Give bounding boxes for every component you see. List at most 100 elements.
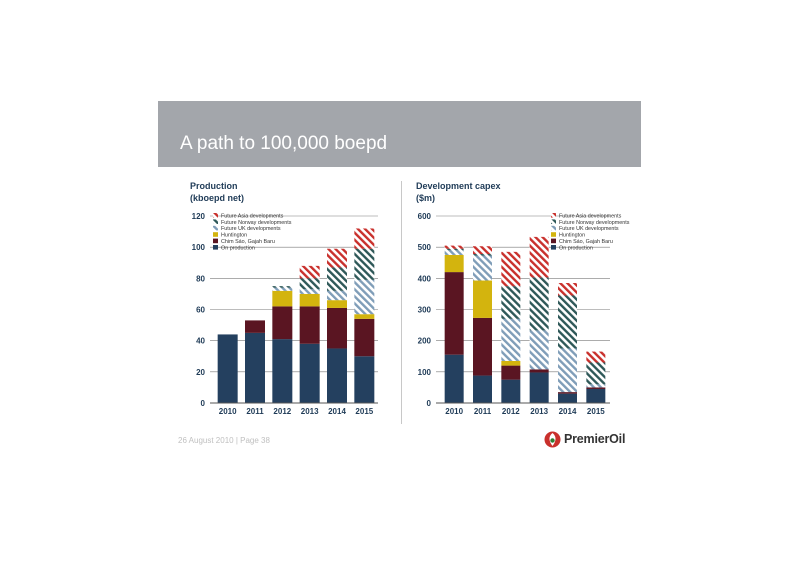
y-tick-label: 100 [418, 368, 432, 377]
x-tick-label: 2012 [502, 407, 520, 416]
y-tick-label: 80 [196, 274, 205, 283]
bar-segment-future-norway [354, 248, 375, 280]
bar-segment-future-norway [529, 277, 549, 331]
legend-label: On production [559, 245, 593, 251]
bar-segment-huntington [327, 300, 347, 308]
bar-segment-future-norway [299, 278, 320, 290]
chart-title: Development capex [416, 181, 501, 191]
y-tick-label: 40 [196, 337, 205, 346]
legend-swatch [551, 238, 556, 244]
bar-segment-on-production [558, 393, 577, 403]
bar-segment-on-production [217, 334, 238, 403]
y-tick-label: 20 [196, 368, 205, 377]
bar-segment-future-norway [327, 267, 347, 291]
footer-date-page: 26 August 2010 | Page 38 [178, 436, 270, 445]
production-chart: Production (kboepd net) 0 20 40 60 80 100 120 201… [190, 181, 378, 416]
y-tick-label: 0 [201, 399, 206, 408]
legend-label: Chim Sáo, Gajah Baru [221, 239, 275, 245]
x-tick-label: 2011 [246, 407, 264, 416]
bar-segment-huntington [501, 360, 521, 366]
legend-label: Future Asia developments [559, 213, 622, 219]
legend-swatch [213, 225, 218, 231]
bar-segment-on-production [354, 356, 375, 403]
legend-swatch [213, 245, 218, 250]
legend-swatch [213, 219, 218, 224]
legend-label: Future UK developments [559, 226, 619, 232]
bar-segment-huntington [272, 290, 293, 307]
bar-segment-future-asia [444, 245, 464, 249]
y-tick-label: 400 [418, 274, 432, 283]
x-tick-label: 2010 [445, 407, 463, 416]
chart-subtitle: ($m) [416, 193, 435, 203]
bar-segment-future-asia [558, 283, 577, 296]
bar-segment-chim-sao [299, 306, 320, 344]
x-tick-label: 2013 [530, 407, 548, 416]
x-tick-label: 2015 [587, 407, 605, 416]
slide-title: A path to 100,000 boepd [180, 133, 388, 154]
bar-segment-future-uk [586, 384, 606, 388]
bar-segment-chim-sao [245, 320, 265, 333]
legend-swatch [213, 238, 218, 244]
legend-label: Future Norway developments [559, 220, 630, 226]
bar-segment-future-uk [272, 287, 293, 291]
bar-segment-future-asia [354, 228, 375, 249]
bar-segment-future-norway [272, 286, 293, 288]
bar-segment-on-production [473, 375, 492, 403]
bar-segment-future-asia [327, 248, 347, 268]
bar-segment-huntington [444, 254, 464, 273]
bar-segment-chim-sao [473, 317, 492, 376]
legend-swatch [551, 225, 556, 231]
bar-segment-future-asia [501, 251, 521, 287]
bar-segment-on-production [299, 343, 320, 403]
bar-segment-chim-sao [272, 306, 293, 340]
y-tick-label: 200 [418, 337, 432, 346]
x-tick-label: 2014 [328, 407, 346, 416]
bar-segment-future-norway [586, 362, 606, 385]
y-tick-label: 120 [192, 212, 206, 221]
legend-swatch [551, 232, 556, 237]
x-tick-label: 2013 [301, 407, 319, 416]
legend-label: Future Norway developments [221, 220, 292, 226]
bar-segment-future-asia [299, 265, 320, 279]
bar-segment-on-production [501, 379, 521, 403]
legend-swatch [551, 245, 556, 250]
bar-segment-future-uk [473, 255, 492, 281]
bar-segment-chim-sao [558, 392, 577, 394]
x-tick-label: 2015 [355, 407, 373, 416]
bar-segment-chim-sao [529, 369, 549, 373]
bar-segment-future-uk [558, 348, 577, 393]
y-tick-label: 60 [196, 306, 205, 315]
chart-subtitle: (kboepd net) [190, 193, 244, 203]
y-tick-label: 600 [418, 212, 432, 221]
title-bar: A path to 100,000 boepd [158, 101, 641, 167]
bar-segment-on-production [444, 354, 464, 403]
y-tick-label: 300 [418, 306, 432, 315]
bar-segment-on-production [586, 388, 606, 403]
bar-segment-chim-sao [354, 318, 375, 357]
x-tick-label: 2010 [219, 407, 237, 416]
bar-segment-huntington [473, 280, 492, 318]
legend-label: Huntington [559, 233, 585, 239]
bar-segment-future-uk [327, 290, 347, 301]
bar-segment-on-production [245, 332, 265, 403]
bar-segment-future-asia [586, 351, 606, 363]
legend-swatch [213, 213, 218, 218]
bar-segment-future-uk [299, 289, 320, 294]
y-tick-label: 100 [192, 243, 206, 252]
bar-segment-chim-sao [327, 307, 347, 349]
legend-label: On production [221, 245, 255, 251]
bar-segment-on-production [272, 339, 293, 403]
chart-title: Production [190, 181, 238, 191]
bar-segment-future-uk [529, 330, 549, 370]
x-tick-label: 2014 [559, 407, 577, 416]
bar-segment-future-asia [473, 246, 492, 255]
bar-segment-future-asia [529, 236, 549, 278]
bar-segment-future-norway [501, 286, 521, 319]
capex-chart: Development capex ($m) 0 100 200 300 400 500 600… [416, 181, 630, 416]
bar-segment-future-uk [444, 250, 464, 255]
legend-label: Chim Sáo, Gajah Baru [559, 239, 613, 245]
y-tick-label: 500 [418, 243, 432, 252]
bar-segment-chim-sao [586, 387, 606, 389]
premier-oil-logo: PremierOil [544, 429, 625, 449]
bar-segment-future-norway [558, 295, 577, 349]
